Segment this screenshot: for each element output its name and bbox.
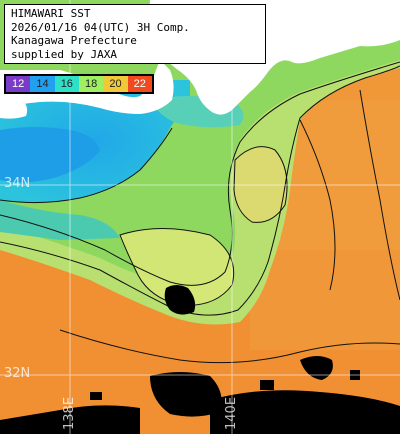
info-line-2: 2026/01/16 04(UTC) 3H Comp. [11, 20, 190, 34]
colorbar-label-12: 12 [6, 76, 31, 92]
info-line-1: HIMAWARI SST [11, 7, 91, 20]
colorbar-label-22: 22 [127, 76, 152, 92]
longitude-label-140e: 140E [224, 396, 239, 430]
colorbar-label-16: 16 [54, 76, 79, 92]
latitude-label-34n: 34N [4, 176, 31, 191]
latitude-label-32n: 32N [4, 366, 31, 381]
colorbar-label-18: 18 [78, 76, 104, 92]
map-info-box: HIMAWARI SST 2026/01/16 04(UTC) 3H Comp.… [4, 4, 266, 64]
info-line-3: Kanagawa Prefecture [11, 34, 137, 47]
longitude-label-138e: 138E [62, 396, 77, 430]
info-line-4: supplied by JAXA [11, 47, 117, 61]
colorbar-label-20: 20 [103, 76, 128, 92]
colorbar-label-14: 14 [30, 76, 55, 92]
temperature-colorbar: 12 14 16 18 20 22 [4, 74, 154, 94]
